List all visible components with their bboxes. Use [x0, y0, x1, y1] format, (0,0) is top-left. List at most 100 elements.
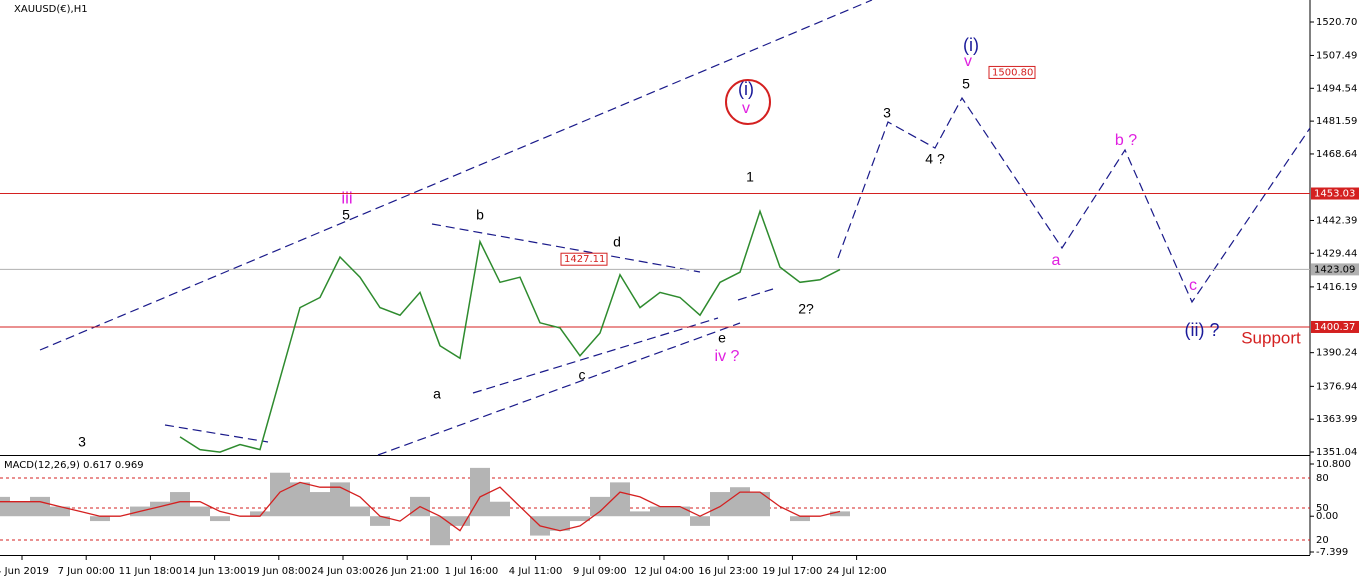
macd-bar	[550, 516, 570, 531]
wave-label: c	[1189, 277, 1197, 294]
macd-bar	[590, 496, 610, 517]
macd-bar	[190, 506, 210, 517]
wave-label: iii	[341, 188, 352, 207]
macd-bar	[790, 516, 810, 522]
trend-line	[377, 322, 741, 456]
y-tick-label: 1442.39	[1316, 215, 1357, 226]
x-tick-label: 26 Jun 21:00	[375, 566, 439, 577]
x-tick-label: 12 Jul 04:00	[634, 566, 694, 577]
trend-line	[164, 424, 269, 443]
x-tick-label: 4 Jun 2019	[0, 566, 49, 577]
macd-title: MACD(12,26,9) 0.617 0.969	[4, 460, 144, 471]
signal-line	[0, 481, 841, 532]
macd-bar	[350, 506, 370, 517]
level-box	[1311, 187, 1359, 200]
macd-bar	[270, 472, 290, 517]
projection	[837, 96, 1311, 304]
y-tick-label: 1390.24	[1316, 348, 1357, 359]
macd-bar	[50, 506, 70, 517]
wave-label: 3	[883, 105, 891, 121]
support-label: Support	[1241, 328, 1301, 347]
y-tick-label: 0.00	[1316, 511, 1338, 522]
level-label: 1400.37	[1314, 322, 1355, 333]
wave-label: v	[742, 100, 750, 117]
x-tick-label: 11 Jun 18:00	[119, 566, 183, 577]
level-label: 1453.03	[1314, 189, 1355, 200]
highlight-circle	[725, 79, 771, 125]
y-tick-label: -7.399	[1316, 547, 1348, 558]
macd-bar	[0, 496, 10, 517]
y-tick-label: 1468.64	[1316, 149, 1357, 160]
wave-label: v	[964, 53, 972, 70]
price-label: 1427.11	[564, 254, 605, 265]
y-tick-label: 10.800	[1316, 459, 1351, 470]
level-box	[1311, 263, 1359, 276]
level-label: 1423.09	[1314, 264, 1355, 275]
wave-label: b ?	[1115, 132, 1137, 149]
x-tick-label: 16 Jul 23:00	[698, 566, 758, 577]
trend-line	[737, 288, 774, 301]
trend-lines	[39, 0, 1311, 456]
x-tick-label: 19 Jun 08:00	[247, 566, 311, 577]
x-tick-label: 9 Jul 09:00	[573, 566, 627, 577]
x-tick-label: 1 Jul 16:00	[445, 566, 499, 577]
trend-line	[431, 223, 701, 273]
y-tick-label: 1376.94	[1316, 381, 1357, 392]
x-tick-label: 7 Jun 00:00	[58, 566, 115, 577]
y-tick-label: 1363.99	[1316, 414, 1357, 425]
wave-label: 4 ?	[925, 151, 945, 167]
wave-label: 5	[962, 76, 970, 92]
chart-title: XAUUSD(€),H1	[14, 4, 88, 15]
y-tick-label: 1507.49	[1316, 50, 1357, 61]
level-label: 80	[1316, 473, 1329, 484]
macd-bar	[830, 511, 850, 517]
price-label-box	[988, 65, 1036, 79]
x-tick-label: 4 Jul 11:00	[509, 566, 563, 577]
channel-line	[39, 0, 873, 351]
trend-line	[472, 317, 719, 394]
wave-label: e	[718, 330, 726, 346]
macd-bar	[10, 501, 30, 517]
macd-bar	[670, 506, 690, 517]
macd-bar	[490, 501, 510, 517]
price-label-box	[560, 252, 608, 266]
macd-bar	[30, 496, 50, 517]
price-line	[179, 208, 841, 453]
macd-bar	[430, 516, 450, 546]
y-tick-label: 1494.54	[1316, 83, 1357, 94]
wave-label: (ii) ?	[1185, 320, 1220, 340]
wave-label: a	[1052, 252, 1061, 269]
macd-bar	[310, 492, 330, 517]
macd-bar	[570, 516, 590, 522]
y-tick-label: 1481.59	[1316, 116, 1357, 127]
macd-bar	[610, 482, 630, 517]
macd-bar	[370, 516, 390, 526]
wave-label: c	[579, 367, 586, 383]
x-tick-label: 24 Jul 12:00	[827, 566, 887, 577]
wave-label: b	[476, 207, 484, 223]
wave-label: iv ?	[715, 348, 740, 365]
macd-bar	[90, 516, 110, 522]
macd-bar	[250, 511, 270, 517]
level-label: 50	[1316, 503, 1329, 514]
x-tick-label: 19 Jul 17:00	[762, 566, 822, 577]
wave-label: 1	[746, 169, 754, 185]
annotations: 3 iii 5 a b c d e iv ? 1 2? 3 4 ? 5 (i) …	[78, 35, 1301, 450]
wave-label: 3	[78, 434, 86, 450]
macd-bar	[150, 501, 170, 517]
macd-bar	[290, 482, 310, 517]
y-tick-label: 1416.19	[1316, 282, 1357, 293]
macd-bar	[730, 487, 750, 517]
wave-label: 5	[342, 207, 350, 223]
wave-label: (i)	[738, 79, 754, 99]
wave-label: d	[613, 234, 621, 250]
macd-bar	[330, 482, 350, 517]
x-tick-label: 14 Jun 13:00	[183, 566, 247, 577]
macd-bar	[630, 511, 650, 517]
level-label: 20	[1316, 535, 1329, 546]
y-tick-label: 1429.44	[1316, 248, 1357, 259]
y-tick-label: 1520.70	[1316, 17, 1357, 28]
y-tick-label: 1351.04	[1316, 447, 1357, 458]
